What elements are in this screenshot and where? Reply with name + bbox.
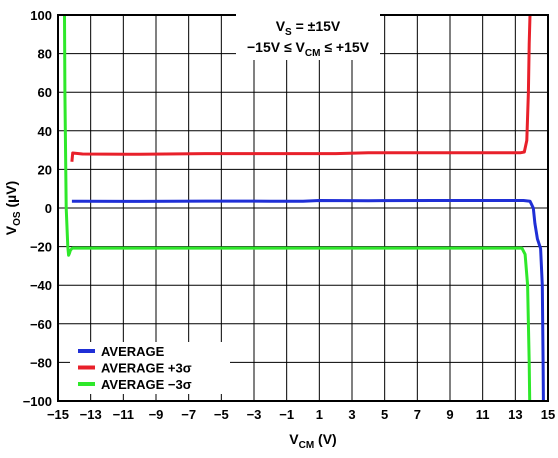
series-line <box>70 14 532 162</box>
legend-label-average-minus-3sigma: AVERAGE −3σ <box>101 377 192 392</box>
y-tick-label: 0 <box>45 201 52 216</box>
series-lines <box>63 14 545 402</box>
x-tick-label: 5 <box>381 407 388 422</box>
x-tick-label: −9 <box>149 407 164 422</box>
x-tick-label: −13 <box>80 407 102 422</box>
y-tick-labels: −100 −80 −60 −40 −20 0 20 40 60 80 100 <box>23 8 52 409</box>
y-tick-label: 60 <box>38 85 52 100</box>
x-tick-label: 9 <box>446 407 453 422</box>
y-tick-label: 80 <box>38 47 52 62</box>
x-tick-label: −11 <box>113 407 134 422</box>
y-axis-label: VOS (µV) <box>3 181 23 235</box>
x-tick-label: −1 <box>279 407 294 422</box>
grid <box>58 15 548 401</box>
y-tick-label: −20 <box>30 240 52 255</box>
x-tick-label: −5 <box>214 407 229 422</box>
x-axis-label: VCM (V) <box>289 431 336 451</box>
x-tick-label: −15 <box>47 407 69 422</box>
x-tick-labels: −15 −13 −11 −9 −7 −5 −3 −1 1 3 5 7 9 11 13 15 <box>47 407 555 422</box>
x-tick-label: 15 <box>541 407 555 422</box>
x-tick-label: 13 <box>508 407 522 422</box>
legend-label-average-plus-3sigma: AVERAGE +3σ <box>101 361 192 376</box>
series-line <box>71 199 545 402</box>
y-tick-label: −80 <box>30 355 52 370</box>
y-tick-label: −40 <box>30 278 52 293</box>
series-line <box>63 14 532 402</box>
y-tick-label: −60 <box>30 317 52 332</box>
annotation-box <box>236 14 380 60</box>
x-tick-label: 11 <box>476 407 490 422</box>
x-tick-label: −7 <box>181 407 196 422</box>
y-tick-label: 100 <box>30 8 52 23</box>
legend-background <box>70 342 230 394</box>
annotation-line-2: −15V ≤ VCM ≤ +15V <box>247 39 370 59</box>
x-tick-label: 3 <box>348 407 355 422</box>
x-tick-label: 1 <box>316 407 323 422</box>
y-tick-label: 40 <box>38 124 52 139</box>
x-tick-label: 7 <box>414 407 421 422</box>
legend-label-average: AVERAGE <box>101 344 165 359</box>
annotation-line-1: VS = ±15V <box>276 18 341 38</box>
y-tick-label: −100 <box>23 394 52 409</box>
legend: AVERAGE AVERAGE +3σ AVERAGE −3σ <box>70 342 230 394</box>
y-tick-label: 20 <box>38 162 52 177</box>
x-tick-label: −3 <box>247 407 262 422</box>
